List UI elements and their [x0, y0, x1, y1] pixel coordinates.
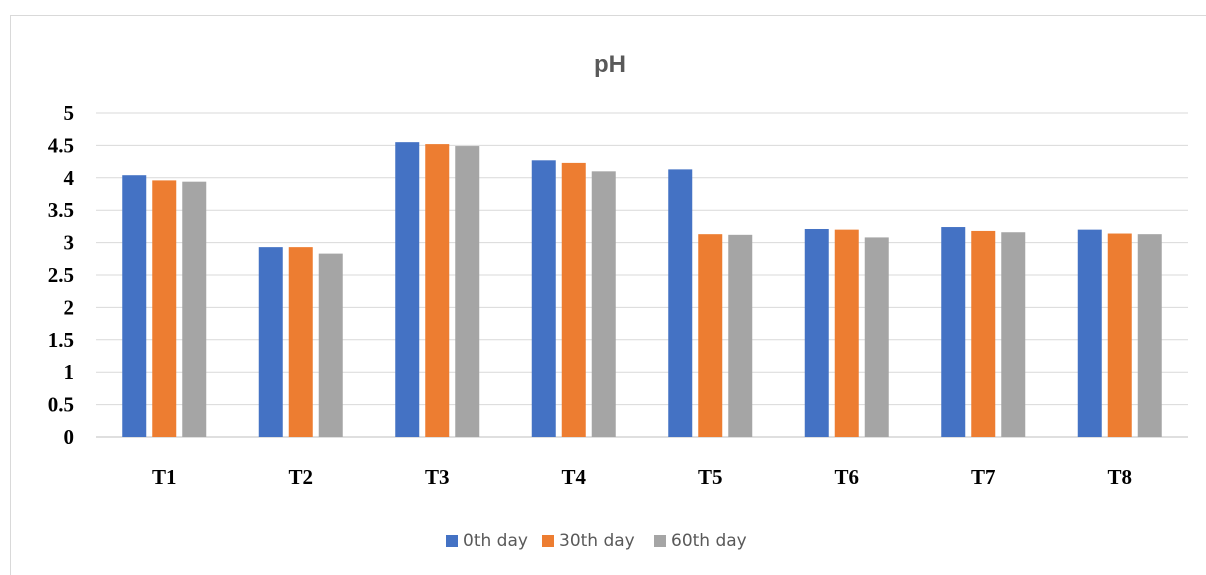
y-axis-ticks: 0 0.5 1 1.5 2 2.5 3 3.5 4 4.5 5 [48, 101, 75, 449]
legend-label: 60th day [671, 531, 747, 551]
bar-t1-series-3 [182, 181, 207, 437]
x-tick-label: T3 [425, 465, 450, 489]
y-tick-label: 0.5 [48, 393, 74, 417]
bar-t3-series-3 [455, 146, 480, 437]
legend: 0th day 30th day 60th day [446, 531, 747, 551]
bar-t5-series-3 [728, 234, 753, 437]
bar-t8-series-3 [1137, 234, 1162, 437]
bar-t7-series-2 [971, 230, 996, 437]
x-tick-label: T8 [1107, 465, 1132, 489]
bar-t6-series-3 [864, 237, 889, 437]
bar-t8-series-1 [1077, 229, 1102, 437]
bar-t6-series-2 [834, 229, 859, 437]
x-tick-label: T5 [698, 465, 723, 489]
bar-t4-series-3 [591, 171, 616, 437]
y-tick-label: 4 [64, 166, 75, 190]
y-tick-label: 1.5 [48, 328, 74, 352]
bar-t3-series-2 [425, 144, 450, 437]
y-tick-label: 2.5 [48, 263, 74, 287]
bar-t5-series-2 [698, 234, 723, 437]
bar-t4-series-1 [531, 160, 556, 437]
y-tick-label: 3 [64, 231, 75, 255]
bar-t4-series-2 [561, 162, 586, 437]
x-tick-label: T4 [561, 465, 586, 489]
x-tick-label: T6 [834, 465, 859, 489]
bar-t3-series-1 [395, 142, 420, 437]
legend-label: 0th day [463, 531, 528, 551]
legend-swatch [446, 535, 458, 547]
chart-frame [10, 15, 1206, 575]
legend-swatch [542, 535, 554, 547]
x-tick-label: T2 [288, 465, 313, 489]
bar-t6-series-1 [804, 228, 829, 437]
x-tick-label: T1 [152, 465, 177, 489]
x-axis-ticks: T1 T2 T3 T4 T5 T6 T7 T8 [152, 465, 1132, 489]
y-tick-label: 1 [64, 360, 75, 384]
y-tick-label: 3.5 [48, 198, 74, 222]
bar-t7-series-3 [1001, 232, 1026, 437]
x-tick-label: T7 [971, 465, 996, 489]
bar-t2-series-2 [288, 247, 313, 437]
y-tick-label: 4.5 [48, 133, 74, 157]
bar-t8-series-2 [1107, 233, 1132, 437]
bar-t2-series-3 [318, 253, 343, 437]
bar-t5-series-1 [668, 169, 693, 437]
y-tick-label: 5 [64, 101, 75, 125]
legend-swatch [654, 535, 666, 547]
bar-t1-series-1 [122, 175, 147, 437]
legend-label: 30th day [559, 531, 635, 551]
bar-t1-series-2 [152, 180, 177, 437]
y-tick-label: 0 [64, 425, 75, 449]
chart-title: pH [594, 51, 626, 78]
bars [122, 142, 1162, 437]
bar-t7-series-1 [941, 227, 966, 437]
bar-t2-series-1 [258, 247, 283, 437]
y-tick-label: 2 [64, 295, 75, 319]
